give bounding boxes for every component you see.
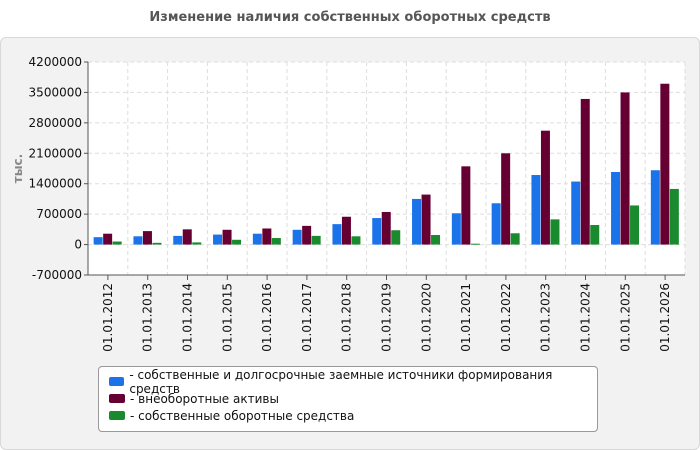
bar-noncurrent-assets — [381, 211, 391, 245]
legend-label-sources: - собственные и долгосрочные заемные ист… — [129, 367, 553, 396]
bar-noncurrent-assets — [103, 233, 113, 245]
x-tick-label: 01.01.2021 — [459, 283, 473, 352]
bar-sources — [491, 203, 501, 245]
x-tick-label: 01.01.2025 — [618, 283, 632, 352]
bar-sources — [252, 233, 262, 245]
legend-swatch-working-capital — [109, 411, 125, 420]
legend-label-working-capital: - собственные оборотные средства — [130, 408, 355, 423]
bar-noncurrent-assets — [341, 216, 351, 245]
bar-sources — [332, 224, 342, 245]
y-tick-label: 1400000 — [29, 177, 82, 191]
y-tick-label: 4200000 — [29, 55, 82, 69]
legend-swatch-sources — [109, 377, 125, 386]
bar-working-capital — [391, 230, 401, 245]
x-tick-label: 01.01.2026 — [658, 283, 672, 352]
bar-noncurrent-assets — [501, 153, 511, 245]
y-axis-label: тыс. — [11, 154, 25, 183]
bar-sources — [93, 237, 103, 245]
x-tick-label: 01.01.2022 — [499, 283, 513, 352]
y-tick-label: 3500000 — [29, 85, 82, 99]
bar-sources — [451, 213, 461, 245]
legend-swatch-noncurrent — [109, 394, 125, 403]
bar-working-capital — [112, 241, 122, 245]
bar-working-capital — [669, 188, 679, 245]
y-tick-label: 700000 — [36, 207, 82, 221]
x-tick-label: 01.01.2018 — [340, 283, 354, 352]
bar-working-capital — [431, 235, 441, 245]
legend-item-sources: - собственные и долгосрочные заемные ист… — [109, 368, 587, 396]
x-tick-label: 01.01.2024 — [579, 283, 593, 352]
bar-noncurrent-assets — [421, 194, 431, 245]
x-tick-label: 01.01.2023 — [539, 283, 553, 352]
bar-sources — [650, 170, 660, 245]
bar-noncurrent-assets — [540, 130, 550, 245]
legend-item-noncurrent: - внеоборотные активы — [109, 390, 587, 407]
chart-title: Изменение наличия собственных оборотных … — [149, 10, 551, 25]
bar-working-capital — [152, 242, 162, 245]
chart-legend: - собственные и долгосрочные заемные ист… — [98, 366, 598, 432]
bar-noncurrent-assets — [262, 228, 272, 245]
x-tick-label: 01.01.2020 — [419, 283, 433, 352]
bar-working-capital — [590, 225, 600, 245]
bar-working-capital — [550, 219, 560, 245]
bar-noncurrent-assets — [580, 98, 590, 245]
bar-working-capital — [630, 205, 640, 245]
y-tick-label: -700000 — [32, 268, 82, 282]
bar-sources — [292, 229, 302, 245]
y-tick-label: 2100000 — [29, 146, 82, 160]
bar-noncurrent-assets — [222, 229, 232, 245]
bar-working-capital — [271, 238, 281, 245]
bar-working-capital — [311, 235, 321, 245]
bar-noncurrent-assets — [302, 225, 312, 245]
bar-sources — [213, 234, 223, 245]
bar-sources — [531, 175, 541, 245]
legend-item-working-capital: - собственные оборотные средства — [109, 407, 587, 424]
x-tick-label: 01.01.2012 — [101, 283, 115, 352]
bar-working-capital — [232, 239, 242, 245]
x-tick-label: 01.01.2019 — [380, 283, 394, 352]
bar-noncurrent-assets — [182, 229, 192, 245]
bar-working-capital — [510, 233, 520, 245]
bar-working-capital — [470, 243, 480, 245]
bar-sources — [412, 198, 422, 245]
bar-sources — [173, 235, 183, 245]
legend-label-noncurrent: - внеоборотные активы — [130, 391, 279, 406]
bar-sources — [571, 181, 581, 245]
y-tick-label: 2800000 — [29, 116, 82, 130]
x-tick-label: 01.01.2015 — [220, 283, 234, 352]
bar-noncurrent-assets — [461, 166, 471, 245]
bar-noncurrent-assets — [142, 231, 152, 245]
x-tick-label: 01.01.2013 — [141, 283, 155, 352]
bar-working-capital — [351, 236, 361, 245]
bar-noncurrent-assets — [620, 92, 630, 245]
bar-sources — [372, 218, 382, 245]
bar-sources — [611, 171, 621, 245]
x-tick-label: 01.01.2014 — [181, 283, 195, 352]
x-tick-label: 01.01.2017 — [300, 283, 314, 352]
y-tick-label: 0 — [74, 238, 82, 252]
bar-working-capital — [192, 242, 202, 245]
bar-noncurrent-assets — [660, 83, 670, 245]
bar-sources — [133, 236, 143, 245]
x-tick-label: 01.01.2016 — [260, 283, 274, 352]
